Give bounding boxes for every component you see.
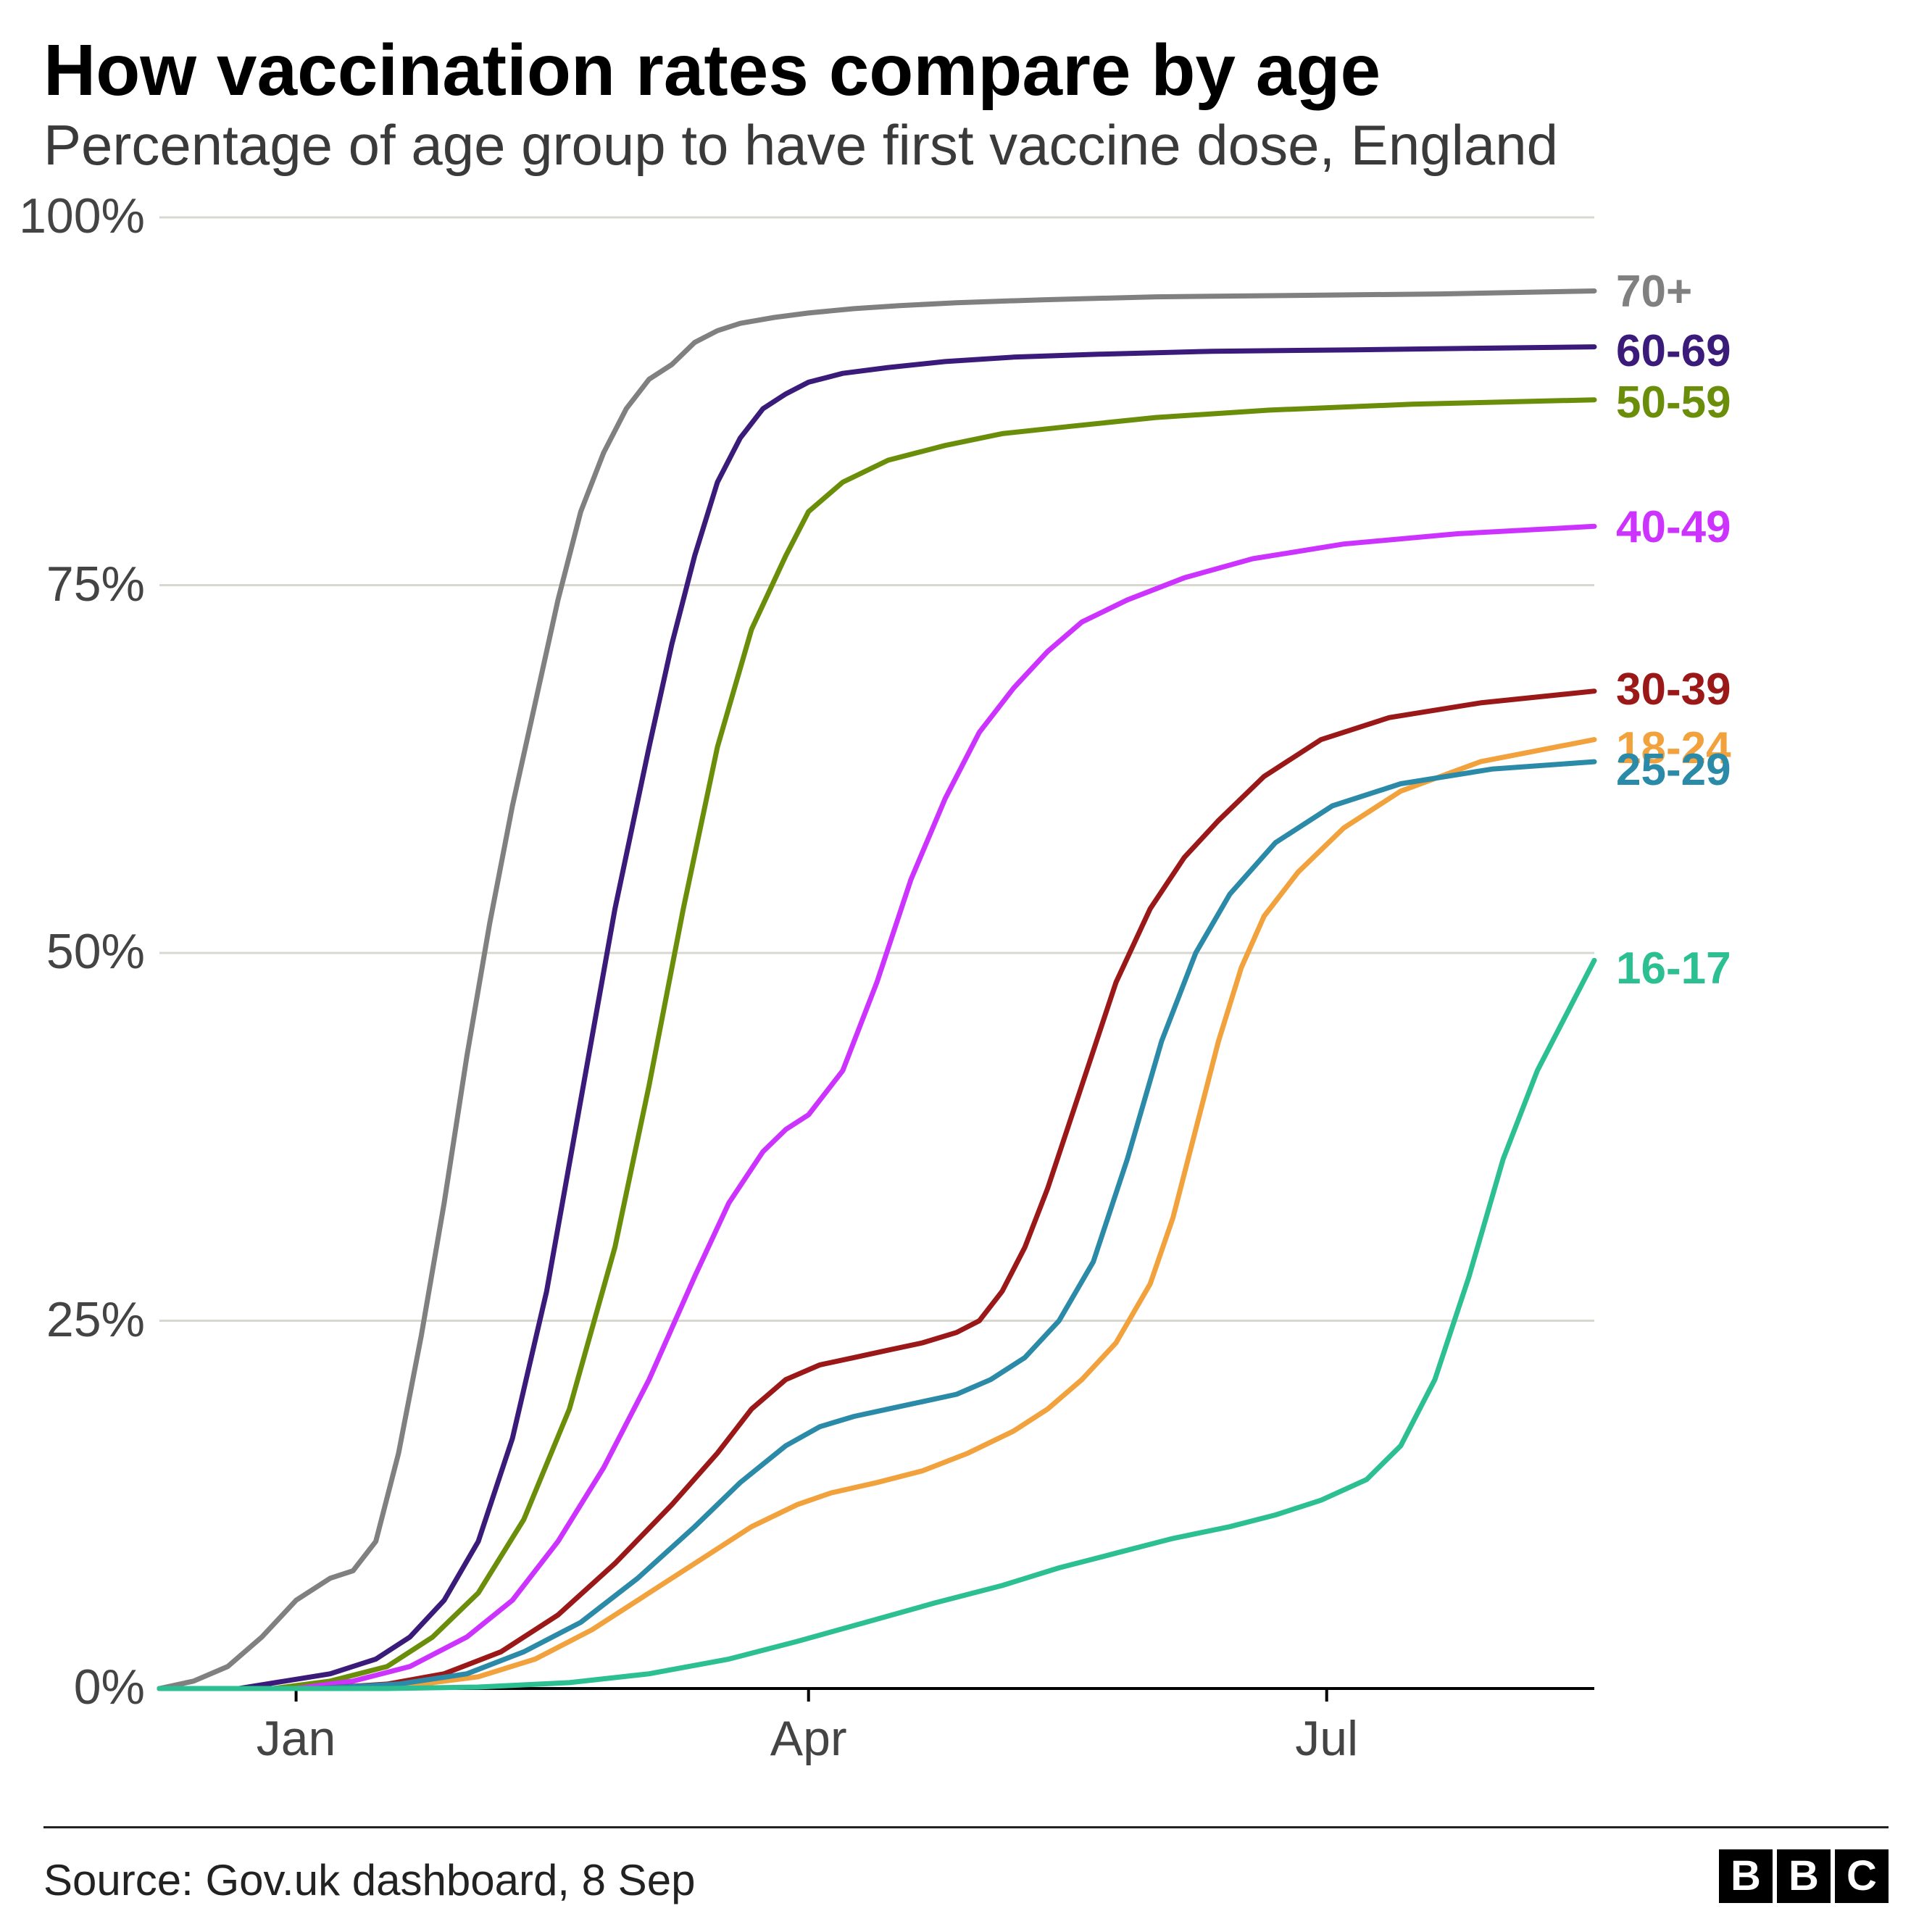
series-label-50-59: 50-59 xyxy=(1616,377,1731,428)
series-label-40-49: 40-49 xyxy=(1616,501,1731,553)
series-label-25-29: 25-29 xyxy=(1616,744,1731,796)
series-40-49 xyxy=(159,526,1594,1689)
y-tick-label: 50% xyxy=(14,923,145,980)
series-25-29 xyxy=(159,762,1594,1689)
bbc-logo-letter: C xyxy=(1835,1849,1889,1903)
series-label-60-69: 60-69 xyxy=(1616,325,1731,377)
bbc-logo-letter: B xyxy=(1719,1849,1773,1903)
y-tick-label: 100% xyxy=(14,188,145,244)
footer-divider xyxy=(43,1826,1889,1828)
bbc-logo-letter: B xyxy=(1777,1849,1831,1903)
y-tick-label: 25% xyxy=(14,1291,145,1348)
series-label-16-17: 16-17 xyxy=(1616,943,1731,994)
y-tick-label: 75% xyxy=(14,556,145,612)
x-tick-label: Jul xyxy=(1240,1710,1414,1767)
series-label-70+: 70+ xyxy=(1616,266,1692,317)
bbc-logo: BBC xyxy=(1715,1849,1889,1903)
series-60-69 xyxy=(159,347,1594,1689)
x-tick-label: Apr xyxy=(722,1710,896,1767)
series-50-59 xyxy=(159,400,1594,1689)
series-16-17 xyxy=(159,960,1594,1689)
series-70+ xyxy=(159,291,1594,1689)
series-label-30-39: 30-39 xyxy=(1616,664,1731,715)
source-text: Source: Gov.uk dashboard, 8 Sep xyxy=(43,1855,695,1905)
y-tick-label: 0% xyxy=(14,1659,145,1715)
x-tick-label: Jan xyxy=(209,1710,383,1767)
